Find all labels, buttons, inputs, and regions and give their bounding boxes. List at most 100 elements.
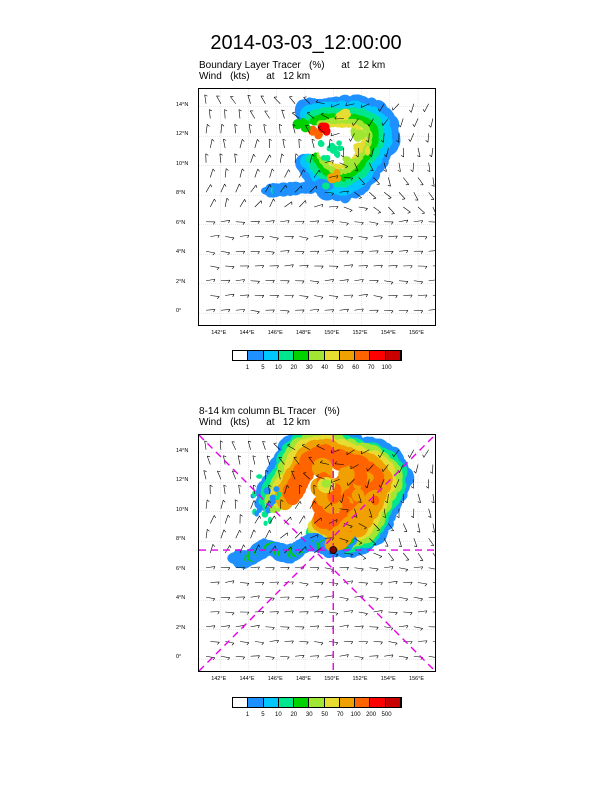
wind-barb-flag — [239, 514, 243, 517]
wind-barb-flag — [425, 486, 429, 489]
wind-barb-flag — [391, 107, 394, 111]
wind-barb-flag — [312, 153, 315, 157]
wind-barb-flag — [223, 529, 226, 533]
wind-barb — [294, 531, 302, 539]
wind-barb — [314, 295, 324, 298]
wind-barb — [432, 206, 435, 213]
tracer-blob — [258, 498, 265, 505]
wind-barb — [262, 441, 266, 450]
tracer-blob — [285, 490, 300, 506]
wind-barb — [354, 655, 364, 658]
wind-barb — [413, 626, 423, 629]
wind-barb — [430, 118, 434, 128]
wind-barb-flag — [257, 251, 260, 255]
wind-barb — [411, 103, 415, 113]
wind-barb — [428, 250, 435, 252]
wind-barb-flag — [365, 582, 368, 586]
wind-barb-flag — [410, 236, 413, 240]
wind-barb — [369, 538, 377, 545]
tracer-blob — [336, 140, 342, 146]
wind-barb-flag — [392, 454, 394, 458]
wind-barb-flag — [247, 94, 251, 97]
wind-barb-flag — [355, 154, 359, 158]
wind-barb — [224, 514, 229, 524]
wind-barb-flag — [331, 309, 335, 313]
lon-tick-label: 146°E — [267, 330, 283, 336]
wind-barb-flag — [286, 485, 290, 488]
wind-barb — [354, 192, 362, 198]
wind-barb-flag — [291, 236, 294, 239]
wind-barb-flag — [271, 168, 275, 172]
wind-barb-flag — [272, 627, 275, 630]
wind-barb-flag — [361, 657, 364, 661]
wind-barb — [250, 184, 257, 193]
wind-barb — [379, 103, 385, 112]
wind-barb — [398, 250, 408, 252]
wind-barb-flag — [272, 280, 275, 283]
wind-barb — [292, 112, 300, 119]
lon-tick-label: 156°E — [409, 676, 425, 682]
wind-barb — [265, 530, 270, 539]
wind-barb-flag — [316, 251, 320, 254]
wind-barb-flag — [214, 198, 217, 202]
wind-barb-flag — [428, 516, 432, 518]
wind-barb-flag — [351, 264, 354, 268]
wind-barb — [210, 139, 213, 149]
wind-barb-flag — [287, 443, 291, 446]
wind-barb-flag — [301, 443, 305, 446]
wind-barb — [204, 94, 207, 104]
wind-barb-flag — [405, 598, 409, 602]
wind-barb-flag — [429, 471, 433, 474]
wind-barb — [354, 567, 364, 570]
wind-barb-flag — [295, 153, 299, 156]
wind-barb-flag — [257, 221, 260, 224]
wind-barb-flag — [335, 613, 339, 616]
wind-barb — [281, 109, 285, 119]
wind-barb-flag — [247, 611, 250, 615]
wind-barb — [216, 95, 222, 104]
wind-barbs — [204, 94, 435, 315]
lon-tick-label: 152°E — [352, 676, 368, 682]
wind-barb-flag — [431, 184, 435, 187]
wind-barb-flag — [247, 234, 250, 238]
wind-barb-flag — [321, 611, 324, 615]
wind-barb — [299, 546, 306, 554]
panel2-subtitle-line1: 8-14 km column BL Tracer (%) — [199, 406, 340, 417]
wind-barb-flag — [266, 455, 270, 458]
tracer-blob — [343, 111, 349, 121]
wind-barb — [250, 655, 260, 657]
wind-barb — [328, 139, 331, 149]
wind-barb — [398, 538, 402, 547]
wind-barb — [250, 625, 260, 628]
wind-barb-flag — [387, 184, 391, 187]
wind-barb-flag — [273, 96, 278, 98]
wind-barb-flag — [288, 169, 291, 173]
wind-barb-flag — [369, 154, 372, 157]
wind-barb — [314, 203, 323, 208]
wind-barb-flag — [276, 581, 279, 585]
lat-tick-label: 6°N — [176, 219, 186, 226]
wind-barb-flag — [412, 123, 415, 127]
tracer-blob — [351, 467, 368, 486]
wind-barb — [225, 293, 235, 296]
wind-barb-flag — [278, 470, 282, 472]
colorbar-label: 100 — [381, 365, 392, 371]
wind-barb — [324, 567, 334, 570]
wind-barb-flag — [242, 139, 245, 142]
wind-barb-flag — [346, 223, 349, 226]
wind-barb-flag — [227, 597, 231, 601]
wind-barb-flag — [358, 501, 362, 503]
wind-barb-flag — [339, 500, 342, 503]
wind-barb-flag — [383, 170, 387, 172]
colorbar-swatch — [233, 698, 249, 707]
wind-barb — [380, 479, 385, 488]
wind-barb-flag — [365, 613, 368, 616]
wind-barb-flag — [303, 169, 306, 173]
wind-barb — [324, 220, 334, 223]
wind-barb — [361, 449, 370, 455]
wind-barb-flag — [346, 250, 349, 254]
wind-barb-flag — [420, 598, 423, 602]
wind-barb-flag — [217, 470, 221, 472]
wind-barb — [289, 96, 296, 104]
wind-barb — [341, 493, 345, 503]
